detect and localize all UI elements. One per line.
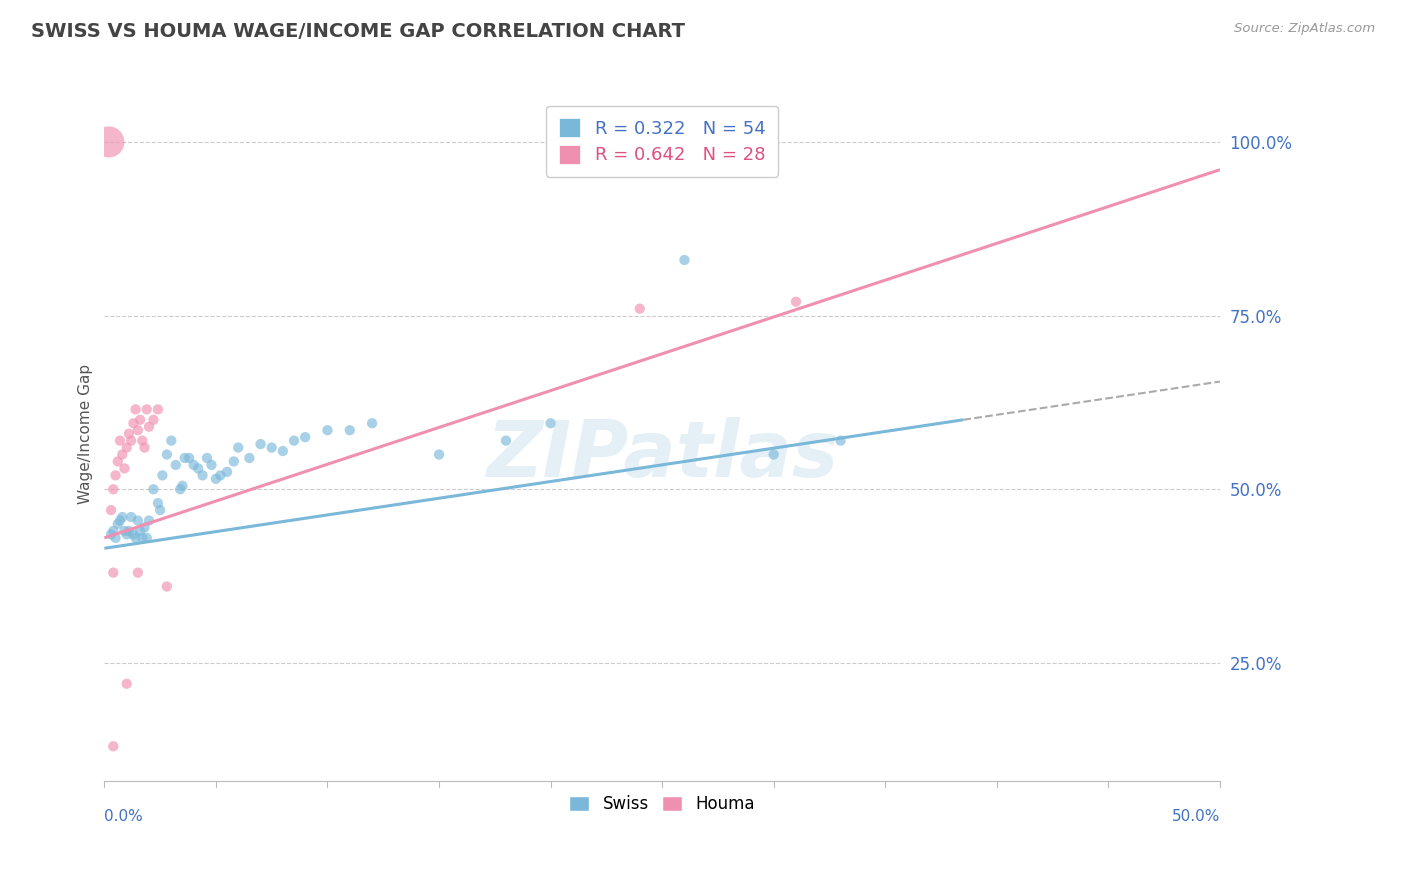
Point xyxy=(124,531,146,545)
Point xyxy=(131,531,153,545)
Point xyxy=(169,482,191,496)
Point xyxy=(205,472,228,486)
Point xyxy=(160,434,183,448)
Point xyxy=(785,294,807,309)
Point xyxy=(156,448,179,462)
Point xyxy=(111,510,134,524)
Point xyxy=(129,413,152,427)
Point xyxy=(149,503,172,517)
Y-axis label: Wage/Income Gap: Wage/Income Gap xyxy=(79,364,93,504)
Point xyxy=(628,301,651,316)
Point xyxy=(122,527,145,541)
Point xyxy=(115,677,138,691)
Point xyxy=(131,434,153,448)
Point xyxy=(111,448,134,462)
Text: Source: ZipAtlas.com: Source: ZipAtlas.com xyxy=(1234,22,1375,36)
Point xyxy=(104,531,127,545)
Point xyxy=(120,434,142,448)
Point xyxy=(103,566,125,580)
Point xyxy=(114,461,136,475)
Point xyxy=(191,468,214,483)
Point xyxy=(209,468,232,483)
Point xyxy=(100,503,122,517)
Legend: Swiss, Houma: Swiss, Houma xyxy=(561,787,763,822)
Point xyxy=(120,510,142,524)
Text: 50.0%: 50.0% xyxy=(1171,809,1220,824)
Point xyxy=(142,413,165,427)
Point xyxy=(107,454,129,468)
Point xyxy=(114,524,136,538)
Point xyxy=(146,496,169,510)
Point xyxy=(118,524,141,538)
Point xyxy=(179,450,201,465)
Point xyxy=(200,458,222,472)
Point xyxy=(115,527,138,541)
Point xyxy=(238,450,260,465)
Point xyxy=(427,448,450,462)
Point xyxy=(107,516,129,531)
Point xyxy=(183,458,205,472)
Point xyxy=(127,423,149,437)
Text: ZIPatlas: ZIPatlas xyxy=(486,417,838,492)
Point xyxy=(122,417,145,431)
Point xyxy=(260,441,283,455)
Point xyxy=(283,434,305,448)
Point xyxy=(830,434,852,448)
Point xyxy=(108,434,131,448)
Point xyxy=(156,580,179,594)
Point xyxy=(271,444,294,458)
Point xyxy=(495,434,517,448)
Point xyxy=(165,458,187,472)
Point xyxy=(97,135,120,149)
Point xyxy=(138,514,160,528)
Point xyxy=(115,441,138,455)
Point xyxy=(187,461,209,475)
Point xyxy=(103,739,125,754)
Point xyxy=(226,441,249,455)
Point xyxy=(222,454,245,468)
Point xyxy=(108,514,131,528)
Point xyxy=(127,514,149,528)
Point xyxy=(146,402,169,417)
Point xyxy=(104,468,127,483)
Point xyxy=(249,437,271,451)
Point xyxy=(135,531,157,545)
Point xyxy=(100,527,122,541)
Point xyxy=(294,430,316,444)
Point xyxy=(172,479,194,493)
Point xyxy=(134,520,156,534)
Point xyxy=(339,423,361,437)
Point xyxy=(134,441,156,455)
Point xyxy=(118,426,141,441)
Point xyxy=(316,423,339,437)
Point xyxy=(138,419,160,434)
Point xyxy=(142,482,165,496)
Point xyxy=(195,450,218,465)
Point xyxy=(150,468,173,483)
Point xyxy=(217,465,239,479)
Point xyxy=(127,566,149,580)
Point xyxy=(540,417,562,431)
Point xyxy=(173,450,195,465)
Point xyxy=(135,402,157,417)
Point xyxy=(673,253,696,268)
Point xyxy=(129,524,152,538)
Point xyxy=(103,524,125,538)
Point xyxy=(124,402,146,417)
Point xyxy=(103,482,125,496)
Text: SWISS VS HOUMA WAGE/INCOME GAP CORRELATION CHART: SWISS VS HOUMA WAGE/INCOME GAP CORRELATI… xyxy=(31,22,685,41)
Point xyxy=(762,448,785,462)
Text: 0.0%: 0.0% xyxy=(104,809,143,824)
Point xyxy=(361,417,384,431)
